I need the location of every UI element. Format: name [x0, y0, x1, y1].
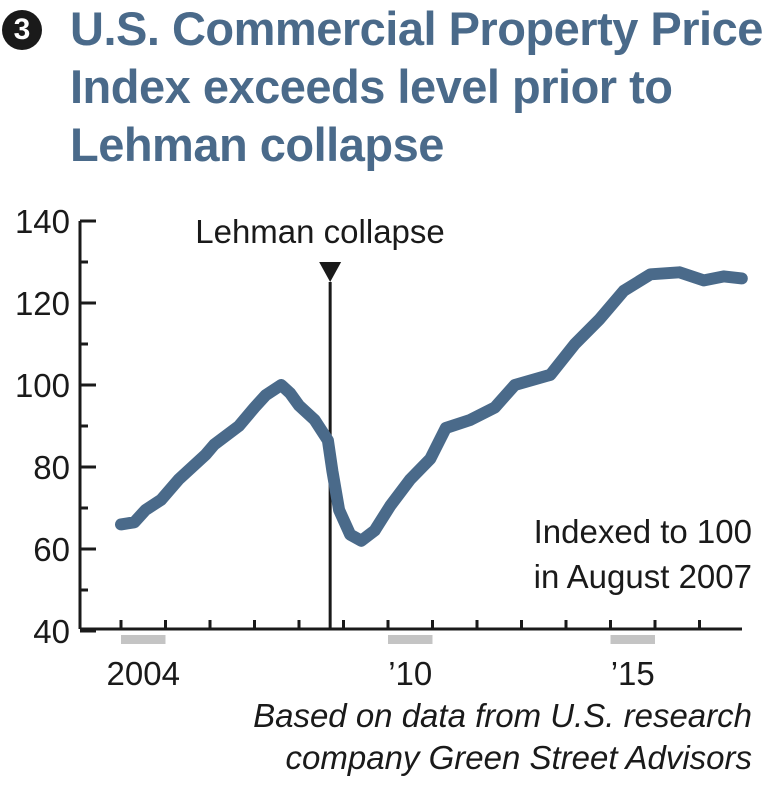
index-note-line1: Indexed to 100	[534, 513, 752, 550]
year-band	[610, 635, 655, 644]
index-note-line2: in August 2007	[534, 558, 752, 595]
source-line-1: Based on data from U.S. research	[253, 697, 752, 734]
y-tick-label: 120	[15, 285, 70, 322]
x-tick-label: 2004	[107, 655, 180, 692]
source-line-2: company Green Street Advisors	[285, 739, 752, 776]
chart-title: U.S. Commercial Property Price Index exc…	[70, 2, 763, 171]
down-triangle-icon	[319, 262, 342, 282]
year-band	[121, 635, 166, 644]
y-tick-label: 60	[33, 531, 70, 568]
axes: 40 60 80 100 120 140 2004 ’10 ’15	[15, 203, 742, 692]
year-bands	[121, 635, 655, 644]
y-tick-label: 140	[15, 203, 70, 240]
x-tick-label: ’15	[611, 655, 655, 692]
y-tick-label: 100	[15, 367, 70, 404]
source-note: Based on data from U.S. research company…	[253, 695, 752, 779]
y-tick-label: 40	[33, 613, 70, 650]
figure-number-badge: 3	[2, 10, 42, 50]
x-tick-label: ’10	[388, 655, 432, 692]
index-note: Indexed to 100 in August 2007	[534, 513, 752, 595]
lehman-collapse-label: Lehman collapse	[195, 213, 445, 250]
year-band	[388, 635, 433, 644]
price-index-line	[115, 266, 748, 547]
y-tick-label: 80	[33, 449, 70, 486]
